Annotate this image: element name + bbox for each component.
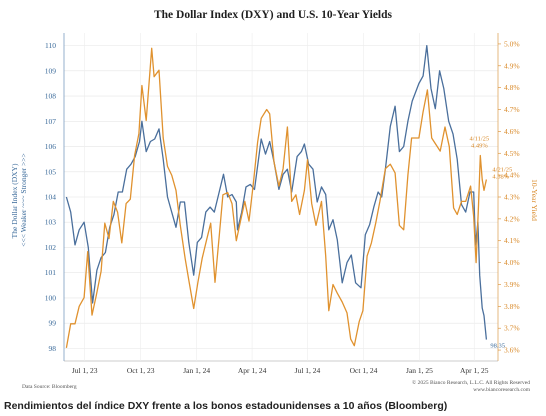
- annotation-date-label: 4/11/25: [470, 135, 490, 142]
- left-tick-label: 99: [49, 319, 57, 328]
- right-tick-label: 4.6%: [504, 127, 520, 136]
- right-tick-label: 4.2%: [504, 214, 520, 223]
- left-tick-label: 109: [45, 66, 57, 75]
- x-tick-label: Apr 1, 25: [460, 366, 489, 375]
- left-tick-label: 110: [45, 41, 56, 50]
- right-tick-label: 4.1%: [504, 236, 520, 245]
- x-tick-label: Apr 1, 24: [238, 366, 267, 375]
- right-tick-label: 3.9%: [504, 280, 520, 289]
- x-tick-label: Jul 1, 23: [72, 366, 98, 375]
- right-tick-label: 4.5%: [504, 149, 520, 158]
- x-tick-label: Oct 1, 24: [350, 366, 378, 375]
- left-axis-ticks: 98 99 100 101 102 103 104 105 106 107 108 109 110: [45, 41, 57, 353]
- right-tick-label: 3.6%: [504, 346, 520, 355]
- left-axis-title: The Dollar Index (DXY) <<< Weaker ~~~ St…: [10, 153, 28, 246]
- left-tick-label: 104: [45, 193, 57, 202]
- left-axis-title-line2: <<< Weaker ~~~ Stronger >>>: [19, 153, 28, 246]
- x-tick-label: Jul 1, 24: [295, 366, 321, 375]
- left-tick-label: 102: [45, 243, 57, 252]
- left-tick-label: 106: [45, 142, 57, 151]
- right-tick-label: 4.0%: [504, 258, 520, 267]
- left-tick-label: 101: [45, 268, 57, 277]
- x-tick-label: Jan 1, 24: [183, 366, 210, 375]
- x-axis-ticks: Jul 1, 23 Oct 1, 23 Jan 1, 24 Apr 1, 24 Jul …: [72, 366, 489, 375]
- annotation-date-label: 4/21/25: [492, 167, 512, 174]
- right-tick-label: 4.9%: [504, 61, 520, 70]
- figure-caption: Rendimientos del índice DXY frente a los…: [4, 400, 448, 412]
- annotation-value-label: 4.49%: [471, 142, 488, 149]
- series-lines: [65, 44, 488, 349]
- right-tick-label: 5.0%: [504, 39, 520, 48]
- right-axis-title: 10-Year Yield: [530, 179, 539, 221]
- x-tick-label: Jan 1, 25: [406, 366, 433, 375]
- right-tick-label: 4.8%: [504, 83, 520, 92]
- annotation-dxy-value-label: 98.35: [490, 343, 505, 350]
- right-axis-ticks: 3.6% 3.7% 3.8% 3.9% 4.0% 4.1% 4.2% 4.3% 4.4% 4.5%…: [498, 39, 520, 355]
- left-tick-label: 108: [45, 92, 57, 101]
- right-tick-label: 3.8%: [504, 302, 520, 311]
- left-tick-label: 107: [45, 117, 57, 126]
- gridlines: [63, 33, 499, 362]
- website-note: www.biancoresearch.com: [473, 387, 530, 393]
- x-tick-label: Oct 1, 23: [127, 366, 155, 375]
- data-source-note: Data Source: Bloomberg: [22, 384, 77, 390]
- left-tick-label: 100: [45, 293, 57, 302]
- copyright-note: © 2025 Bianco Research, L.L.C. All Right…: [412, 379, 530, 386]
- dxy-series-line: [65, 44, 488, 340]
- left-tick-label: 105: [45, 167, 57, 176]
- yield-series-line: [65, 47, 488, 349]
- right-tick-label: 4.7%: [504, 105, 520, 114]
- left-tick-label: 103: [45, 218, 57, 227]
- chart-title: The Dollar Index (DXY) and U.S. 10-Year …: [154, 9, 393, 21]
- dxy-yields-chart: The Dollar Index (DXY) and U.S. 10-Year …: [10, 9, 539, 393]
- annotation-value-label: 4.38%: [492, 174, 509, 181]
- right-tick-label: 4.3%: [504, 193, 520, 202]
- annotations: 4/11/254.49% 4/21/254.38% 98.35: [470, 135, 513, 349]
- left-tick-label: 98: [49, 344, 57, 353]
- right-tick-label: 3.7%: [504, 324, 520, 333]
- left-axis-title-line1: The Dollar Index (DXY): [10, 163, 19, 238]
- right-tick-label: 4.4%: [504, 171, 520, 180]
